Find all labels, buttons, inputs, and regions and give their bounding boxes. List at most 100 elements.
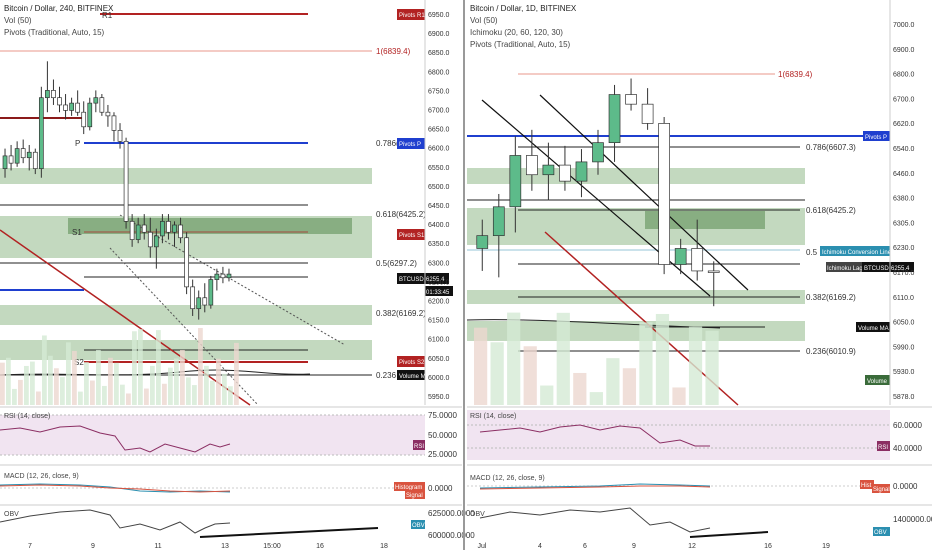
fib-label: 0.382(6169.2) bbox=[376, 309, 426, 318]
price-tick-label: 6380.0 bbox=[893, 196, 915, 203]
price-tick-label: 6650.0 bbox=[428, 127, 450, 134]
volume-bar bbox=[0, 362, 5, 405]
pivot-tag-r1: Pivots R1 bbox=[399, 13, 425, 19]
volume-tag: Volume bbox=[867, 379, 888, 385]
volume-ma-line bbox=[466, 319, 721, 329]
volume-bar bbox=[18, 379, 23, 405]
volume-bar bbox=[132, 331, 137, 405]
volume-bar bbox=[54, 368, 59, 405]
candle bbox=[14, 141, 20, 167]
fib-label: 0.236(6010.9) bbox=[806, 347, 856, 356]
candle bbox=[57, 86, 62, 113]
candle bbox=[129, 214, 135, 247]
time-axis[interactable]: 7 9 11 13 15:00 16 18 bbox=[28, 543, 388, 550]
volume-bar bbox=[6, 357, 11, 405]
rsi-title[interactable]: RSI (14, close) bbox=[470, 413, 516, 420]
rsi-title[interactable]: RSI (14, close) bbox=[4, 413, 50, 420]
price-tick-label: 6450.0 bbox=[428, 203, 450, 210]
obv-line bbox=[0, 509, 231, 534]
candle bbox=[559, 145, 571, 191]
macd-histogram-tag: Histogram bbox=[395, 485, 422, 491]
candle bbox=[135, 217, 141, 244]
price-tag-symbol: BTCUSD bbox=[399, 277, 424, 283]
candle bbox=[542, 142, 555, 201]
candle bbox=[625, 78, 637, 111]
macd-title[interactable]: MACD (12, 26, close, 9) bbox=[4, 473, 79, 480]
price-tick-label: 6200.0 bbox=[428, 299, 450, 306]
volume-bar bbox=[688, 326, 703, 405]
price-tick-label: 6300.0 bbox=[428, 260, 450, 267]
candle bbox=[691, 219, 704, 281]
price-tick-label: 5990.0 bbox=[893, 344, 915, 351]
indicator-vol[interactable]: Vol (50) bbox=[470, 16, 498, 25]
time-tick-label: 19 bbox=[822, 543, 830, 550]
candle bbox=[220, 266, 226, 284]
fib-label: 0.5 bbox=[806, 248, 818, 257]
candle bbox=[190, 279, 196, 316]
indicator-ichimoku[interactable]: Ichimoku (20, 60, 120, 30) bbox=[470, 28, 563, 37]
volume-bar bbox=[198, 328, 203, 405]
candle bbox=[202, 283, 208, 313]
candle bbox=[707, 261, 720, 307]
indicator-pivots[interactable]: Pivots (Traditional, Auto, 15) bbox=[4, 28, 105, 37]
pivot-tag-s2: Pivots S2 bbox=[399, 360, 425, 366]
candles-1d bbox=[476, 78, 720, 307]
time-tick-label: 16 bbox=[316, 543, 324, 550]
obv-title[interactable]: OBV bbox=[4, 511, 19, 518]
volume-ma-tag: Volume MA bbox=[858, 326, 889, 332]
candle bbox=[214, 268, 220, 291]
indicator-vol[interactable]: Vol (50) bbox=[4, 16, 32, 25]
volume-bar bbox=[655, 313, 670, 405]
price-axis[interactable]: 7000.0 6900.0 6800.0 6700.0 6620.0 6540.0 6460… bbox=[893, 22, 915, 401]
pivot-line-label: P bbox=[75, 139, 80, 148]
volume-bar bbox=[523, 346, 537, 405]
price-tick-label: 6400.0 bbox=[428, 222, 450, 229]
ichimoku-lagging-tag: Ichimoku Lagg bbox=[827, 266, 866, 272]
price-tick-label: 6500.0 bbox=[428, 184, 450, 191]
candle bbox=[147, 217, 153, 258]
candle bbox=[160, 214, 165, 244]
price-tag-symbol: BTCUSD bbox=[864, 266, 889, 272]
candle bbox=[226, 268, 232, 282]
time-tick-label: 16 bbox=[764, 543, 772, 550]
zone bbox=[0, 305, 372, 325]
candle bbox=[509, 136, 522, 233]
volume-bar bbox=[573, 372, 587, 405]
time-tick-label: 15:00 bbox=[263, 543, 281, 550]
volume-bar bbox=[150, 365, 155, 405]
price-tick-label: 6700.0 bbox=[428, 108, 450, 115]
price-tick-label: 6150.0 bbox=[428, 318, 450, 325]
candle bbox=[111, 112, 117, 142]
obv-tick: 625000.0000 bbox=[428, 509, 475, 518]
fib-label: 0.786(6607.3) bbox=[806, 143, 856, 152]
right-chart-pane[interactable]: Bitcoin / Dollar, 1D, BITFINEX Vol (50) … bbox=[466, 0, 932, 550]
price-tick-label: 6000.0 bbox=[428, 375, 450, 382]
candle bbox=[123, 137, 129, 229]
candle bbox=[153, 228, 159, 269]
obv-title[interactable]: OBV bbox=[470, 511, 485, 518]
indicator-pivots[interactable]: Pivots (Traditional, Auto, 15) bbox=[470, 40, 571, 49]
time-tick-label: 9 bbox=[91, 543, 95, 550]
volume-bar bbox=[102, 385, 107, 405]
candle bbox=[178, 217, 183, 244]
price-tick-label: 6170.0 bbox=[893, 270, 915, 277]
left-chart-pane[interactable]: R1 P S1 S2 Bitcoin / Dollar, 240, BITFIN… bbox=[0, 0, 475, 550]
volume-bar bbox=[204, 365, 209, 405]
price-tick-label: 6600.0 bbox=[428, 146, 450, 153]
volume-bar bbox=[474, 327, 488, 405]
volume-bar bbox=[180, 349, 185, 405]
volume-bar bbox=[126, 393, 131, 405]
volume-bar bbox=[138, 329, 143, 405]
price-tick-label: 6620.0 bbox=[893, 121, 915, 128]
volume-bar bbox=[234, 342, 239, 405]
candle bbox=[166, 214, 171, 240]
fib-label: 0.618(6425.2) bbox=[806, 206, 856, 215]
volume-bars bbox=[0, 328, 239, 405]
obv-tag: OBV bbox=[874, 530, 887, 536]
price-tick-label: 5950.0 bbox=[428, 394, 450, 401]
time-axis[interactable]: Jul 4 6 9 12 16 19 bbox=[478, 543, 830, 550]
price-tick-label: 6110.0 bbox=[893, 295, 914, 302]
macd-title[interactable]: MACD (12, 26, close, 9) bbox=[470, 475, 545, 482]
price-axis[interactable]: 6950.0 6900.0 6850.0 6800.0 6750.0 6700.0 6650… bbox=[428, 12, 450, 401]
pivot-tag-p: Pivots P bbox=[399, 142, 421, 148]
